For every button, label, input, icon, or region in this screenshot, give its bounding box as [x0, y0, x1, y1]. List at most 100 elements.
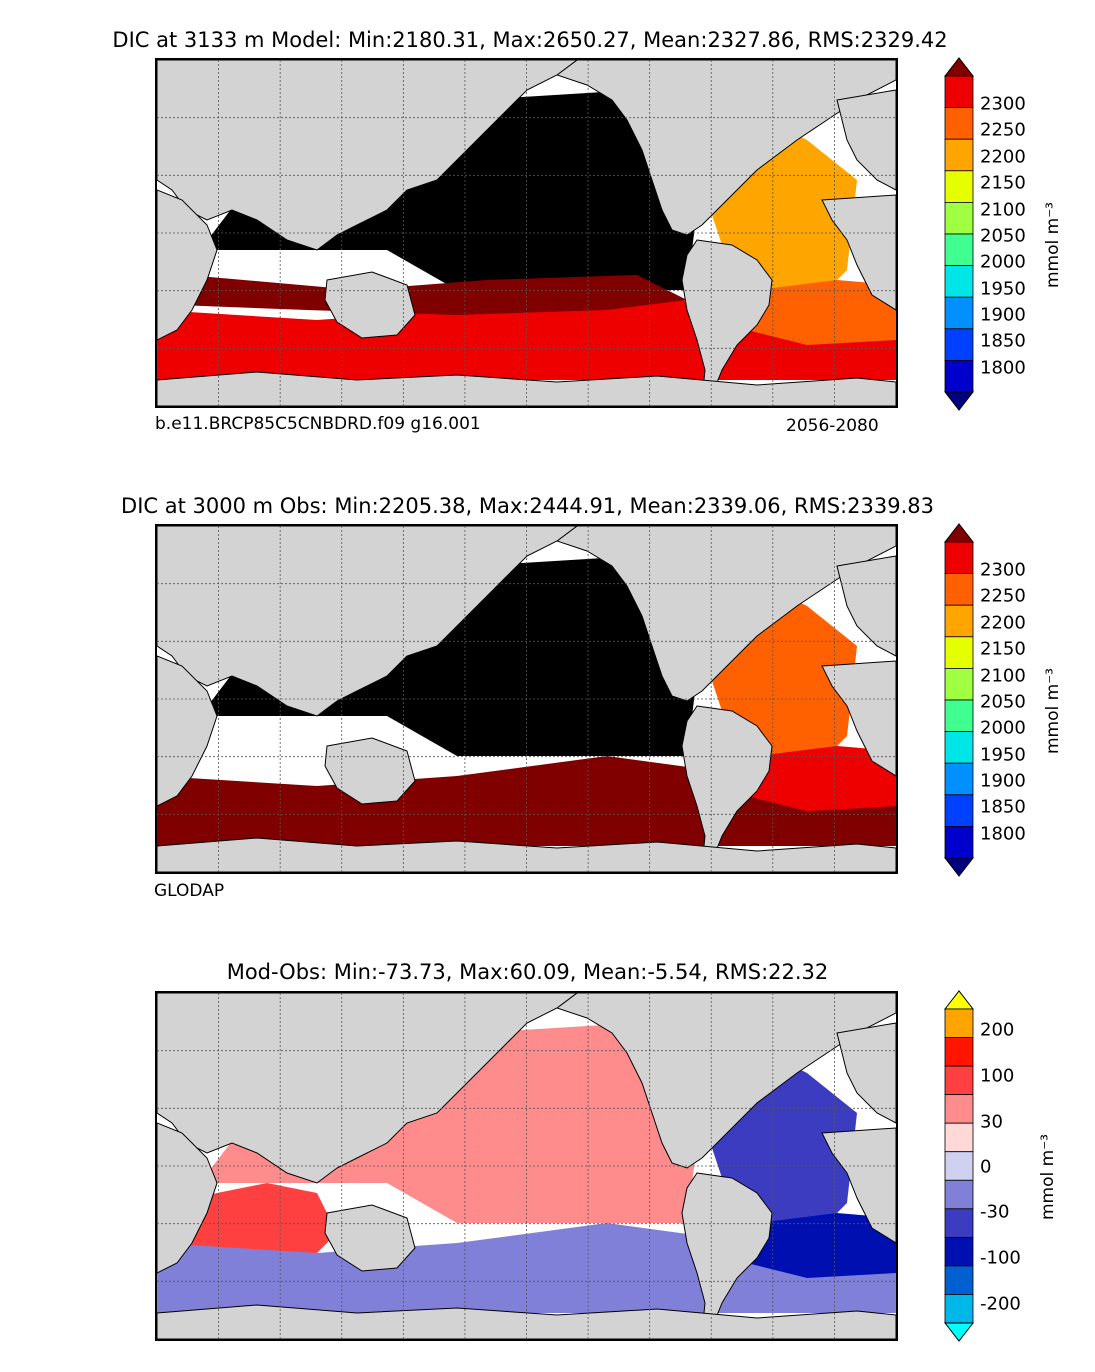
colorbar-swatch	[944, 573, 974, 606]
colorbar-tick: 1900	[980, 770, 1026, 792]
continent-europe-east	[836, 89, 896, 191]
colorbar-tick: -100	[980, 1247, 1021, 1269]
colorbar-swatch	[944, 201, 974, 235]
colorbar-tick: 1850	[980, 330, 1026, 352]
colorbar-tick: 2000	[980, 251, 1026, 273]
colorbar-swatch	[944, 296, 974, 330]
colorbar-swatch	[944, 636, 974, 669]
colorbar-tick: 200	[980, 1019, 1015, 1041]
map-canvas	[157, 526, 896, 872]
map-diff	[155, 991, 898, 1341]
map-obs	[155, 524, 898, 874]
colorbar-swatch	[944, 1008, 974, 1038]
continent-australia	[324, 271, 416, 339]
colorbar-swatch	[944, 1265, 974, 1295]
continent-africa-east	[821, 1127, 896, 1244]
colorbar-tick: -200	[980, 1293, 1021, 1315]
colorbar-swatch	[944, 1236, 974, 1267]
colorbar-units: mmol m⁻³	[1043, 202, 1063, 288]
colorbar-swatch	[944, 604, 974, 638]
continent-europe-east	[836, 555, 896, 657]
continent-africa-east	[821, 660, 896, 777]
continent-australia	[324, 737, 416, 805]
colorbar	[943, 57, 975, 411]
continent-europe-east	[836, 1022, 896, 1124]
graticule	[157, 60, 896, 406]
continent-australia	[324, 1204, 416, 1272]
colorbar-tick: 1850	[980, 796, 1026, 818]
colorbar-swatch	[944, 265, 974, 298]
panel-title: Mod-Obs: Min:-73.73, Max:60.09, Mean:-5.…	[226, 960, 829, 984]
colorbar-swatch	[944, 541, 974, 575]
colorbar-swatch	[944, 1122, 974, 1153]
ocean-southern-band	[177, 275, 687, 315]
colorbar-swatch	[944, 825, 974, 859]
colorbar-tick: 2150	[980, 172, 1026, 194]
colorbar-extend-min	[943, 391, 975, 411]
colorbar-swatch	[944, 359, 974, 393]
colorbar-extend-max	[943, 57, 975, 77]
colorbar-tick: 1950	[980, 278, 1026, 300]
continent-africa-east	[821, 194, 896, 311]
colorbar-tick: 2100	[980, 199, 1026, 221]
colorbar-swatch	[944, 762, 974, 796]
colorbar-swatch	[944, 699, 974, 733]
colorbar	[943, 990, 975, 1342]
colorbar-swatch	[944, 170, 974, 203]
colorbar-tick: 1800	[980, 357, 1026, 379]
colorbar-tick: 0	[980, 1156, 992, 1178]
colorbar-swatch	[944, 1037, 974, 1067]
graticule	[157, 526, 896, 872]
colorbar-tick: 30	[980, 1111, 1003, 1133]
colorbar-tick: 1950	[980, 744, 1026, 766]
colorbar-swatch	[944, 233, 974, 267]
colorbar-swatch	[944, 731, 974, 764]
ocean-south-atlantic	[747, 1213, 896, 1278]
colorbar-tick: 2050	[980, 691, 1026, 713]
period-label: 2056-2080	[786, 416, 879, 436]
colorbar-tick: 2150	[980, 638, 1026, 660]
colorbar-extend-max	[943, 990, 975, 1010]
colorbar-tick: 2200	[980, 612, 1026, 634]
colorbar-swatch	[944, 667, 974, 701]
source-label: GLODAP	[154, 881, 225, 901]
colorbar-swatch	[944, 794, 974, 827]
colorbar-swatch	[944, 138, 974, 172]
colorbar-tick: -30	[980, 1201, 1010, 1223]
colorbar	[943, 523, 975, 877]
colorbar-swatch	[944, 1179, 974, 1210]
run-name-label: b.e11.BRCP85C5CNBDRD.f09 g16.001	[155, 414, 481, 434]
map-canvas	[157, 60, 896, 406]
ocean-indian	[177, 1183, 337, 1263]
colorbar-tick: 2250	[980, 585, 1026, 607]
colorbar-swatch	[944, 1094, 974, 1124]
colorbar-swatch	[944, 328, 974, 361]
colorbar-tick: 1800	[980, 823, 1026, 845]
continent-africa	[157, 189, 218, 341]
panel-title: DIC at 3000 m Obs: Min:2205.38, Max:2444…	[121, 494, 934, 518]
colorbar-swatch	[944, 107, 974, 140]
continent-africa	[157, 655, 218, 807]
colorbar-swatch	[944, 75, 974, 109]
colorbar-units: mmol m⁻³	[1043, 668, 1063, 754]
graticule	[157, 993, 896, 1339]
colorbar-extend-min	[943, 1322, 975, 1342]
ocean-south-atlantic	[747, 280, 896, 345]
map-canvas	[157, 993, 896, 1339]
colorbar-tick: 2300	[980, 93, 1026, 115]
continent-africa	[157, 1122, 218, 1274]
colorbar-swatch	[944, 1151, 974, 1181]
panel-title: DIC at 3133 m Model: Min:2180.31, Max:26…	[112, 28, 948, 52]
colorbar-tick: 2300	[980, 559, 1026, 581]
map-model	[155, 58, 898, 408]
colorbar-swatch	[944, 1208, 974, 1238]
ocean-south-atlantic	[747, 746, 896, 811]
colorbar-tick: 2050	[980, 225, 1026, 247]
colorbar-extend-min	[943, 857, 975, 877]
colorbar-tick: 2200	[980, 146, 1026, 168]
colorbar-extend-max	[943, 523, 975, 543]
colorbar-tick: 2100	[980, 665, 1026, 687]
colorbar-tick: 2250	[980, 119, 1026, 141]
colorbar-units: mmol m⁻³	[1038, 1134, 1058, 1220]
colorbar-tick: 100	[980, 1065, 1015, 1087]
